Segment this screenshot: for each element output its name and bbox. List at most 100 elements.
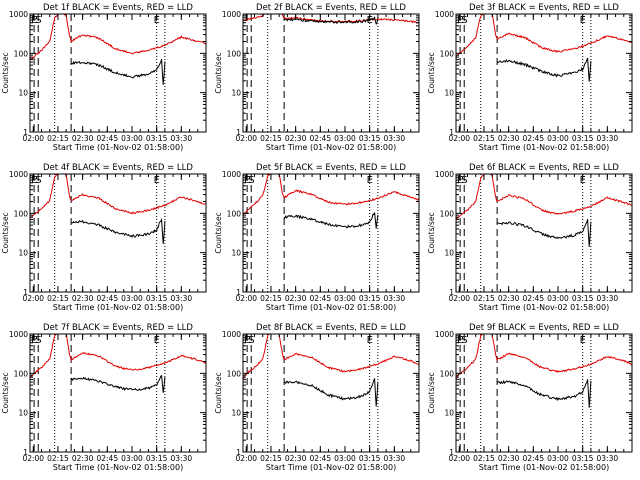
marker-label: E [31, 15, 37, 26]
plot-area [243, 334, 419, 452]
x-tick-label: 02:15 [473, 134, 495, 143]
chart-panel-7: Det 7f BLACK = Events, RED = LLD 1 10 100 10… [1, 323, 207, 472]
x-axis-label: Start Time (01-Nov-02 01:58:00) [53, 463, 183, 472]
x-tick-label: 03:30 [597, 294, 619, 303]
x-tick-label: 03:00 [121, 454, 143, 463]
x-tick-label: 02:15 [260, 134, 282, 143]
x-tick-label: 02:30 [498, 294, 520, 303]
y-tick-label: 1000 [435, 330, 454, 339]
x-tick-label: 02:45 [522, 134, 544, 143]
lld-series-line [456, 174, 632, 220]
marker-label: E [244, 175, 250, 186]
events-series-line [496, 379, 592, 408]
x-tick-label: 02:15 [47, 134, 69, 143]
y-axis-label: Counts/sec [427, 372, 436, 413]
marker-label: E [154, 175, 160, 186]
lld-series-line [456, 334, 632, 379]
x-tick-label: 02:00 [22, 294, 44, 303]
marker-label: S [461, 15, 467, 26]
y-tick-label: 1000 [222, 170, 241, 179]
marker-label: S [248, 335, 254, 346]
x-tick-label: 03:15 [146, 294, 168, 303]
plot-frame [455, 173, 633, 293]
x-tick-label: 02:45 [522, 294, 544, 303]
marker-label: E [580, 175, 586, 186]
y-tick-label: 100 [227, 49, 242, 58]
x-axis-label: Start Time (01-Nov-02 01:58:00) [53, 143, 183, 152]
x-axis-label: Start Time (01-Nov-02 01:58:00) [479, 303, 609, 312]
x-tick-label: 02:00 [235, 294, 257, 303]
y-tick-label: 10 [231, 249, 241, 258]
y-tick-label: 1 [23, 128, 28, 137]
y-tick-label: 1000 [9, 10, 28, 19]
x-tick-label: 03:30 [384, 134, 406, 143]
y-axis-label: Counts/sec [427, 212, 436, 253]
y-tick-label: 100 [227, 209, 242, 218]
marker-label: E [154, 335, 160, 346]
x-tick-label: 02:45 [522, 454, 544, 463]
marker-label: E [154, 15, 160, 26]
x-tick-label: 02:30 [285, 294, 307, 303]
lld-series-line [243, 334, 419, 380]
chart-panel-1: Det 1f BLACK = Events, RED = LLD 1 10 100 10… [1, 3, 207, 152]
x-tick-label: 02:45 [96, 134, 118, 143]
y-axis-label: Counts/sec [1, 212, 10, 253]
chart-title: Det 5f BLACK = Events, RED = LLD [256, 163, 406, 173]
x-tick-label: 03:30 [597, 454, 619, 463]
y-tick-label: 1 [236, 128, 241, 137]
x-tick-label: 02:30 [72, 294, 94, 303]
chart-title: Det 7f BLACK = Events, RED = LLD [43, 323, 193, 333]
chart-panel-4: Det 4f BLACK = Events, RED = LLD 1 10 100 10… [1, 163, 207, 312]
y-axis-label: Counts/sec [214, 52, 223, 93]
x-tick-label: 02:00 [235, 134, 257, 143]
chart-panel-3: Det 3f BLACK = Events, RED = LLD 1 10 100 10… [427, 3, 633, 152]
marker-label: E [580, 15, 586, 26]
x-tick-label: 02:15 [47, 294, 69, 303]
chart-panel-8: Det 8f BLACK = Events, RED = LLD 1 10 100 10… [214, 323, 420, 472]
x-tick-label: 03:00 [334, 134, 356, 143]
y-tick-label: 10 [444, 89, 454, 98]
x-tick-label: 02:15 [473, 454, 495, 463]
x-tick-label: 02:15 [260, 454, 282, 463]
chart-title: Det 4f BLACK = Events, RED = LLD [43, 163, 193, 173]
x-axis-label: Start Time (01-Nov-02 01:58:00) [266, 303, 396, 312]
x-tick-label: 03:30 [171, 134, 193, 143]
events-series-line [283, 16, 379, 26]
x-tick-label: 03:00 [334, 294, 356, 303]
plot-area [30, 14, 206, 132]
y-axis-label: Counts/sec [1, 372, 10, 413]
events-series-line [283, 212, 379, 229]
y-axis-label: Counts/sec [214, 212, 223, 253]
y-tick-label: 100 [14, 369, 29, 378]
x-tick-label: 03:15 [146, 134, 168, 143]
chart-title: Det 3f BLACK = Events, RED = LLD [469, 3, 619, 13]
x-axis-label: Start Time (01-Nov-02 01:58:00) [266, 463, 396, 472]
plot-area [243, 14, 419, 132]
lld-series-line [30, 174, 206, 219]
y-tick-label: 1 [23, 448, 28, 457]
plot-frame [29, 13, 207, 133]
x-tick-label: 02:30 [285, 134, 307, 143]
y-tick-label: 1000 [9, 170, 28, 179]
x-tick-label: 03:30 [171, 294, 193, 303]
lld-series-line [456, 14, 632, 58]
y-tick-label: 100 [14, 49, 29, 58]
marker-label: E [457, 15, 463, 26]
plot-frame [455, 13, 633, 133]
plot-area [30, 174, 206, 292]
x-tick-label: 03:15 [359, 454, 381, 463]
marker-label: S [248, 175, 254, 186]
y-tick-label: 10 [444, 409, 454, 418]
chart-panel-2: Det 2f BLACK = Events, RED = LLD 1 10 100 10… [214, 3, 420, 152]
y-tick-label: 1 [23, 288, 28, 297]
x-tick-label: 02:15 [473, 294, 495, 303]
plot-area [30, 334, 206, 452]
x-tick-label: 02:15 [260, 294, 282, 303]
x-tick-label: 03:00 [121, 134, 143, 143]
x-tick-label: 03:00 [334, 454, 356, 463]
y-axis-label: Counts/sec [1, 52, 10, 93]
x-tick-label: 03:30 [384, 454, 406, 463]
y-tick-label: 100 [440, 369, 455, 378]
lld-series-line [30, 334, 206, 378]
